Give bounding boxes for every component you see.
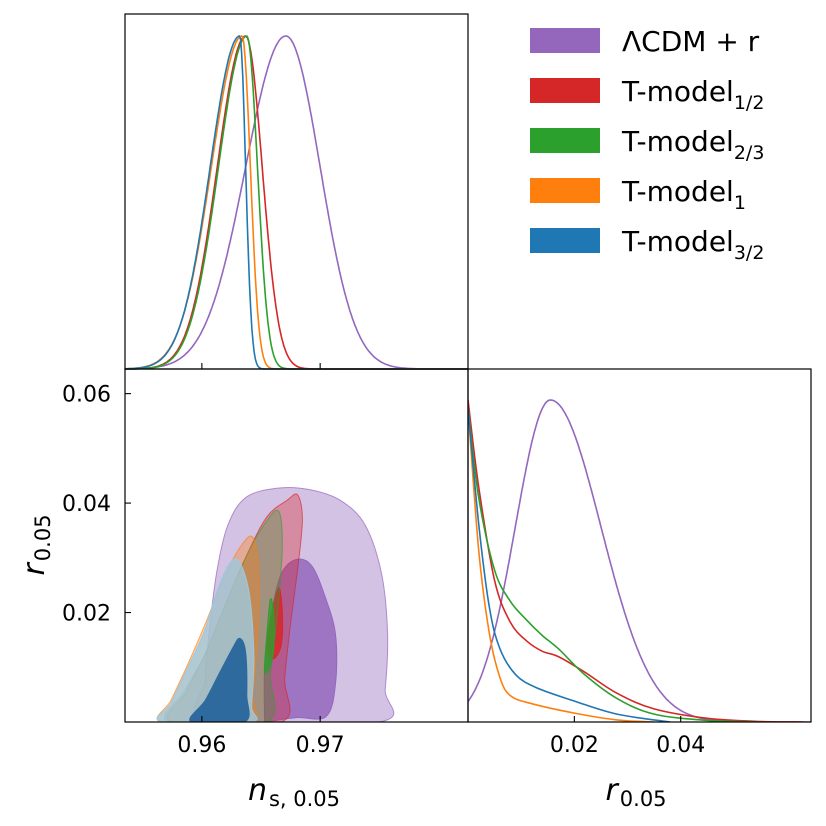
legend-swatch (530, 128, 600, 153)
r-tick-label: 0.04 (62, 492, 111, 517)
r-marginal-tick-label: 0.04 (656, 733, 705, 758)
legend-label-main: ΛCDM + r (622, 25, 760, 58)
figure-background (0, 0, 826, 826)
legend-label: ΛCDM + r (622, 25, 760, 58)
legend-label-sub: 1 (734, 192, 746, 214)
legend-label-main: T-model (621, 225, 734, 258)
ns-tick-label: 0.97 (296, 733, 345, 758)
legend-swatch (530, 28, 600, 53)
ns-tick-label: 0.96 (177, 733, 226, 758)
legend-label-main: T-model (621, 75, 734, 108)
legend-label-main: T-model (621, 125, 734, 158)
r-tick-label: 0.02 (62, 602, 111, 627)
legend-swatch (530, 228, 600, 253)
corner-plot-figure: 0.96 0.970.020.040.06 0.02 0.04 ns, 0.05 r… (0, 0, 826, 826)
r-marginal-tick-label: 0.02 (550, 733, 599, 758)
r-tick-label: 0.06 (62, 383, 111, 408)
legend-label-main: T-model (621, 175, 734, 208)
legend-label-sub: 3/2 (734, 242, 765, 264)
legend-label-sub: 2/3 (734, 142, 765, 164)
legend-label-sub: 1/2 (734, 92, 765, 114)
legend-swatch (530, 78, 600, 103)
legend-swatch (530, 178, 600, 203)
